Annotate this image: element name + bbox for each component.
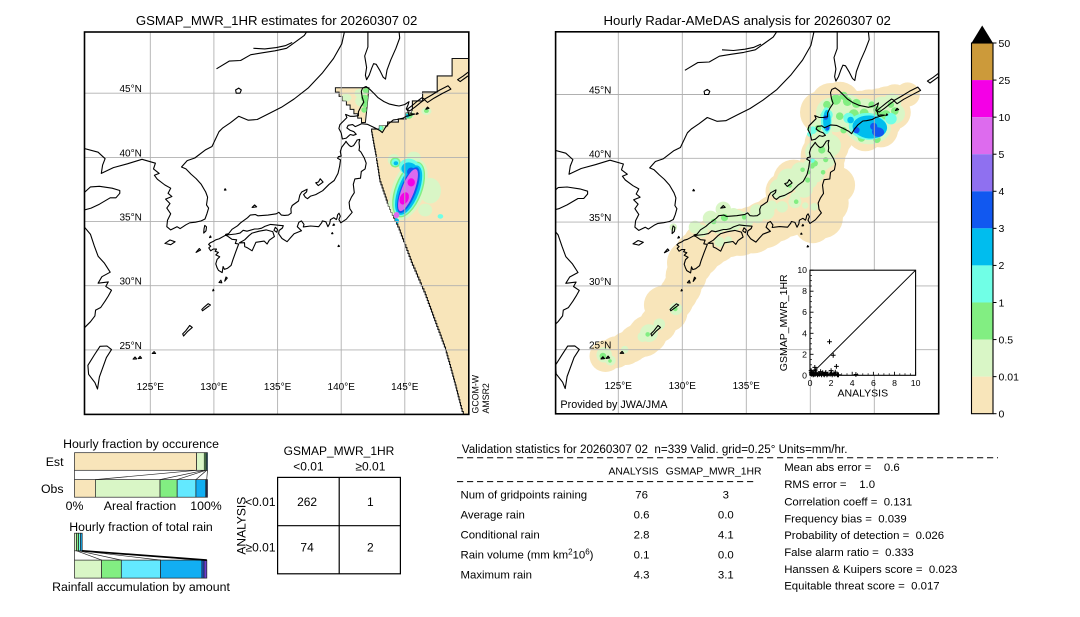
svg-text:25°N: 25°N — [589, 341, 611, 352]
svg-text:5: 5 — [999, 149, 1005, 161]
svg-text:45°N: 45°N — [120, 84, 142, 95]
svg-text:35°N: 35°N — [120, 213, 142, 224]
svg-text:262: 262 — [297, 495, 317, 509]
svg-text:130°E: 130°E — [669, 381, 697, 392]
svg-text:0%: 0% — [66, 499, 84, 513]
svg-text:3: 3 — [999, 223, 1005, 235]
svg-text:0.0: 0.0 — [718, 550, 734, 562]
svg-text:1: 1 — [999, 297, 1005, 309]
svg-text:Rainfall accumulation by amoun: Rainfall accumulation by amount — [52, 580, 230, 594]
svg-text:140°E: 140°E — [328, 382, 356, 393]
svg-text:50: 50 — [999, 38, 1011, 50]
svg-text:135°E: 135°E — [264, 382, 292, 393]
svg-text:10: 10 — [797, 265, 807, 275]
svg-text:0.1: 0.1 — [634, 550, 650, 562]
svg-text:30°N: 30°N — [589, 277, 611, 288]
svg-text:76: 76 — [635, 490, 648, 502]
svg-text:GSMAP_MWR_1HR: GSMAP_MWR_1HR — [666, 467, 762, 478]
svg-text:0: 0 — [808, 378, 813, 388]
svg-text:2.8: 2.8 — [634, 530, 650, 542]
svg-text:Validation statistics for 2026: Validation statistics for 20260307 02 n=… — [462, 443, 848, 456]
svg-text:Num of gridpoints raining: Num of gridpoints raining — [461, 490, 588, 502]
svg-text:Areal fraction: Areal fraction — [104, 499, 177, 513]
svg-text:30°N: 30°N — [120, 277, 142, 288]
svg-text:3.1: 3.1 — [718, 569, 734, 581]
svg-text:45°N: 45°N — [589, 86, 611, 97]
svg-text:1: 1 — [367, 495, 374, 509]
svg-text:125°E: 125°E — [605, 381, 633, 392]
svg-text:8: 8 — [892, 378, 897, 388]
svg-text:135°E: 135°E — [733, 381, 761, 392]
svg-text:4.3: 4.3 — [634, 569, 650, 581]
svg-text:ANALYSIS: ANALYSIS — [235, 497, 249, 555]
svg-text:25°N: 25°N — [120, 341, 142, 352]
svg-text:Provided by JWA/JMA: Provided by JWA/JMA — [560, 399, 668, 411]
svg-text:GCOM-W: GCOM-W — [470, 374, 480, 413]
svg-text:0.0: 0.0 — [718, 509, 734, 521]
svg-text:125°E: 125°E — [137, 382, 165, 393]
svg-text:Hourly fraction of total rain: Hourly fraction of total rain — [69, 520, 213, 534]
svg-text:≥0.01: ≥0.01 — [355, 460, 385, 474]
svg-text:GSMAP_MWR_1HR estimates for 20: GSMAP_MWR_1HR estimates for 20260307 02 — [136, 13, 417, 28]
svg-text:Hanssen & Kuipers score = 0.0: Hanssen & Kuipers score = 0.023 — [784, 564, 957, 576]
svg-text:2: 2 — [999, 260, 1005, 272]
svg-text:Obs: Obs — [41, 482, 64, 496]
svg-text:GSMAP_MWR_1HR: GSMAP_MWR_1HR — [284, 444, 395, 458]
svg-text:6: 6 — [871, 378, 876, 388]
svg-text:100%: 100% — [190, 499, 222, 513]
svg-text:Maximum rain: Maximum rain — [461, 569, 533, 581]
svg-text:40°N: 40°N — [120, 148, 142, 159]
svg-text:35°N: 35°N — [589, 213, 611, 224]
svg-text:4: 4 — [850, 378, 855, 388]
svg-text:≥0.01: ≥0.01 — [246, 541, 276, 555]
svg-text:Probability of detection = 0.: Probability of detection = 0.026 — [784, 530, 944, 542]
svg-text:RMS error = 1.0: RMS error = 1.0 — [784, 479, 875, 491]
svg-text:Frequency bias = 0.039: Frequency bias = 0.039 — [784, 514, 907, 526]
svg-text:0: 0 — [999, 409, 1005, 421]
svg-text:4: 4 — [999, 186, 1005, 198]
svg-text:6: 6 — [802, 307, 807, 317]
svg-text:10: 10 — [999, 112, 1011, 124]
svg-text:Equitable threat score = 0.01: Equitable threat score = 0.017 — [784, 581, 939, 593]
svg-text:Rain volume (mm km2106): Rain volume (mm km2106) — [461, 548, 594, 562]
svg-text:0: 0 — [802, 370, 807, 380]
svg-text:Mean abs error = 0.6: Mean abs error = 0.6 — [784, 462, 900, 474]
svg-text:2: 2 — [829, 378, 834, 388]
svg-text:<0.01: <0.01 — [293, 460, 324, 474]
svg-text:ANALYSIS: ANALYSIS — [608, 467, 658, 478]
svg-text:145°E: 145°E — [391, 382, 419, 393]
svg-text:<0.01: <0.01 — [245, 495, 276, 509]
svg-text:2: 2 — [367, 541, 374, 555]
svg-text:4: 4 — [802, 328, 807, 338]
svg-text:2: 2 — [802, 349, 807, 359]
svg-text:8: 8 — [802, 286, 807, 296]
svg-text:40°N: 40°N — [589, 149, 611, 160]
svg-text:AMSR2: AMSR2 — [481, 383, 491, 413]
svg-text:10: 10 — [911, 378, 921, 388]
svg-text:Average rain: Average rain — [461, 509, 525, 521]
svg-text:4.1: 4.1 — [718, 530, 734, 542]
svg-text:Conditional rain: Conditional rain — [461, 530, 540, 542]
svg-text:Hourly Radar-AMeDAS analysis f: Hourly Radar-AMeDAS analysis for 2026030… — [604, 13, 891, 28]
svg-text:74: 74 — [300, 541, 314, 555]
svg-text:Correlation coeff = 0.131: Correlation coeff = 0.131 — [784, 497, 912, 509]
svg-text:Est: Est — [46, 455, 64, 469]
svg-text:0.6: 0.6 — [634, 509, 650, 521]
svg-text:Hourly fraction by occurence: Hourly fraction by occurence — [63, 437, 219, 451]
svg-text:130°E: 130°E — [200, 382, 228, 393]
svg-text:3: 3 — [723, 490, 729, 502]
svg-text:25: 25 — [999, 75, 1011, 87]
svg-text:ANALYSIS: ANALYSIS — [838, 387, 889, 399]
svg-text:False alarm ratio = 0.333: False alarm ratio = 0.333 — [784, 547, 913, 559]
svg-text:0.01: 0.01 — [999, 371, 1020, 383]
svg-text:GSMAP_MWR_1HR: GSMAP_MWR_1HR — [778, 274, 790, 371]
svg-text:0.5: 0.5 — [999, 334, 1014, 346]
